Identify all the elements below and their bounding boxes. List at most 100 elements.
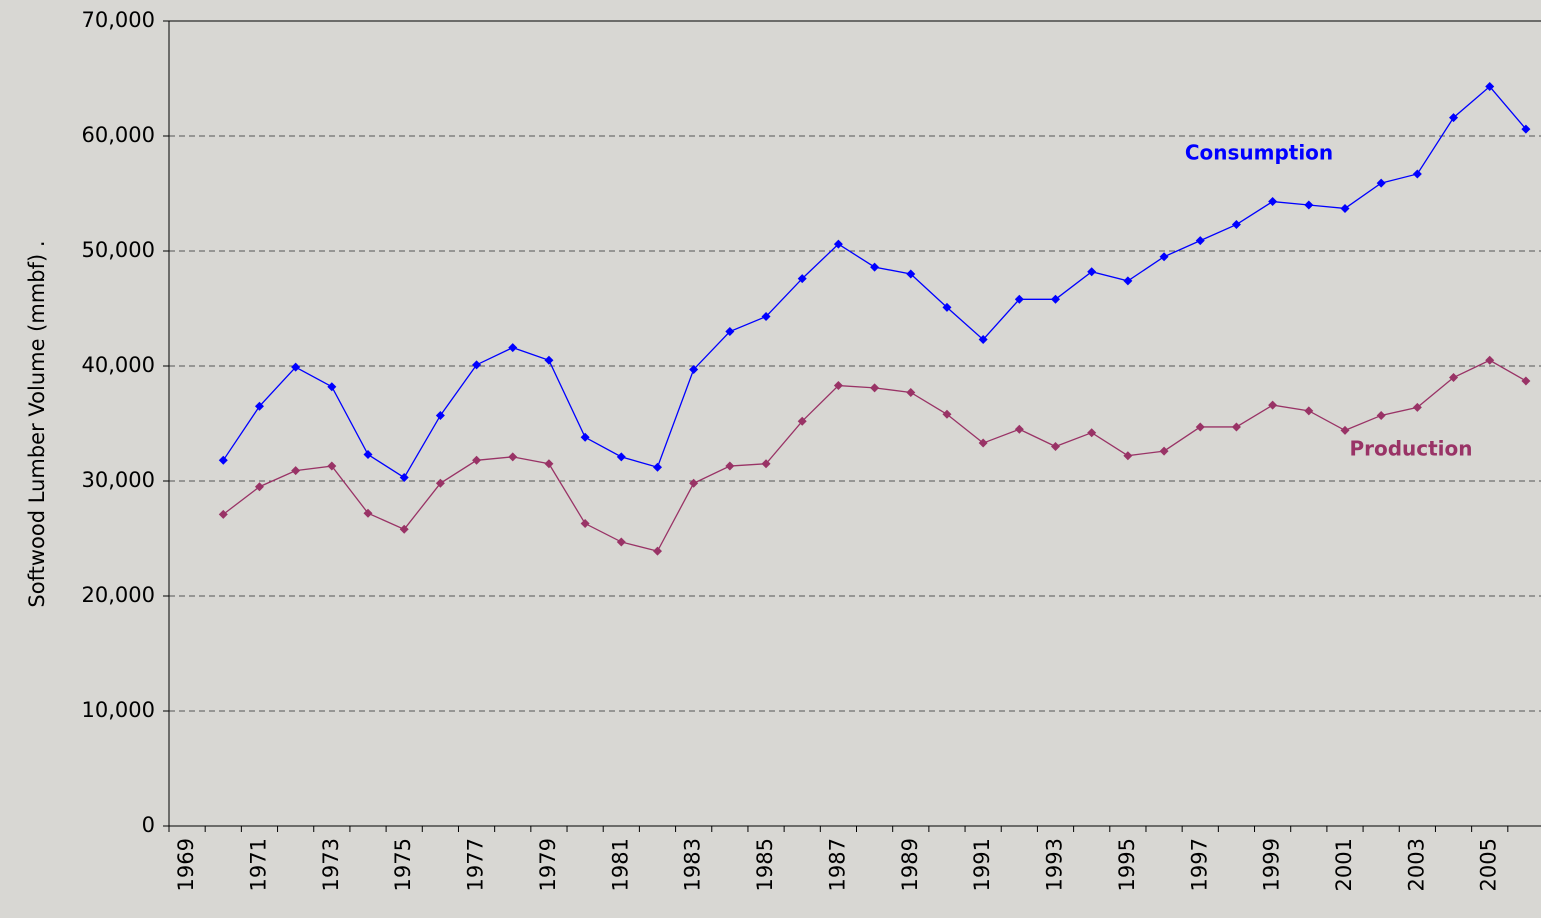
point-marker <box>580 519 590 529</box>
point-marker <box>1304 406 1314 416</box>
y-axis-label: Softwood Lumber Volume (mmbf) . <box>25 240 49 607</box>
point-marker <box>291 466 301 476</box>
x-tick-label: 1999 <box>1260 838 1284 891</box>
point-marker <box>1340 425 1350 435</box>
y-tick-label: 20,000 <box>82 583 155 607</box>
point-marker <box>652 462 662 472</box>
point-marker <box>218 455 228 465</box>
point-marker <box>1123 276 1133 286</box>
point-marker <box>1449 373 1459 382</box>
y-tick-label: 10,000 <box>82 698 155 722</box>
x-tick-label: 1977 <box>464 838 488 891</box>
point-marker <box>363 508 373 518</box>
point-marker <box>1051 442 1061 451</box>
point-marker <box>472 360 482 370</box>
point-marker <box>1159 446 1169 456</box>
point-marker <box>1195 422 1205 432</box>
point-marker <box>870 262 880 272</box>
point-marker <box>1014 424 1024 434</box>
point-marker <box>833 381 843 391</box>
x-tick-label: 1969 <box>174 838 198 891</box>
point-marker <box>906 269 916 279</box>
point-marker <box>942 409 952 419</box>
point-marker <box>761 459 771 469</box>
point-marker <box>399 524 409 534</box>
point-marker <box>399 473 409 483</box>
y-tick-label: 60,000 <box>82 123 155 147</box>
point-marker <box>1268 197 1278 207</box>
point-marker <box>978 335 988 345</box>
point-marker <box>1521 124 1531 134</box>
point-marker <box>1195 236 1205 246</box>
y-tick-label: 40,000 <box>82 353 155 377</box>
point-marker <box>1051 294 1061 304</box>
point-marker <box>797 416 807 426</box>
point-marker <box>978 438 988 448</box>
point-marker <box>1485 82 1495 92</box>
point-marker <box>291 362 301 372</box>
y-tick-label: 70,000 <box>82 8 155 32</box>
point-marker <box>580 432 590 442</box>
point-marker <box>1521 376 1531 386</box>
point-marker <box>1485 355 1495 365</box>
point-marker <box>508 452 518 462</box>
point-marker <box>435 478 445 488</box>
x-tick-label: 1993 <box>1043 838 1067 891</box>
point-marker <box>363 450 373 460</box>
point-marker <box>689 364 699 374</box>
point-marker <box>797 274 807 284</box>
point-marker <box>1159 252 1169 262</box>
point-marker <box>1449 113 1459 123</box>
y-tick-label: 30,000 <box>82 468 155 492</box>
point-marker <box>435 410 445 420</box>
point-marker <box>1087 428 1097 438</box>
point-marker <box>1304 200 1314 210</box>
point-marker <box>1087 267 1097 277</box>
x-tick-label: 2001 <box>1332 838 1356 891</box>
point-marker <box>1231 220 1241 230</box>
x-tick-label: 1979 <box>536 838 560 891</box>
point-marker <box>218 509 228 519</box>
x-tick-label: 2005 <box>1477 838 1501 891</box>
x-tick-label: 1989 <box>898 838 922 891</box>
x-tick-label: 1981 <box>608 838 632 891</box>
point-marker <box>942 302 952 312</box>
point-marker <box>1412 402 1422 412</box>
point-marker <box>1376 410 1386 420</box>
y-tick-label: 0 <box>142 813 155 837</box>
series-label: Production <box>1349 437 1472 461</box>
point-marker <box>616 537 626 547</box>
point-marker <box>472 455 482 465</box>
point-marker <box>761 312 771 322</box>
x-tick-label: 1973 <box>319 838 343 891</box>
point-marker <box>254 401 264 411</box>
x-tick-label: 1991 <box>970 838 994 891</box>
point-marker <box>689 478 699 488</box>
x-tick-label: 1985 <box>753 838 777 891</box>
point-marker <box>327 461 337 471</box>
series-label: Consumption <box>1185 141 1333 165</box>
point-marker <box>254 482 264 492</box>
point-marker <box>508 343 518 353</box>
point-marker <box>725 327 735 336</box>
point-marker <box>1376 178 1386 188</box>
point-marker <box>833 239 843 249</box>
y-tick-label: 50,000 <box>82 238 155 262</box>
point-marker <box>870 383 880 393</box>
point-marker <box>1268 400 1278 410</box>
point-marker <box>544 459 554 469</box>
point-marker <box>652 546 662 556</box>
x-tick-label: 1987 <box>825 838 849 891</box>
point-marker <box>725 461 735 471</box>
point-marker <box>906 387 916 397</box>
point-marker <box>616 452 626 462</box>
point-marker <box>1014 294 1024 304</box>
point-marker <box>1231 422 1241 432</box>
point-marker <box>327 382 337 392</box>
x-tick-label: 1983 <box>681 838 705 891</box>
point-marker <box>1123 451 1133 461</box>
point-marker <box>544 355 554 365</box>
x-tick-label: 2003 <box>1404 838 1428 891</box>
